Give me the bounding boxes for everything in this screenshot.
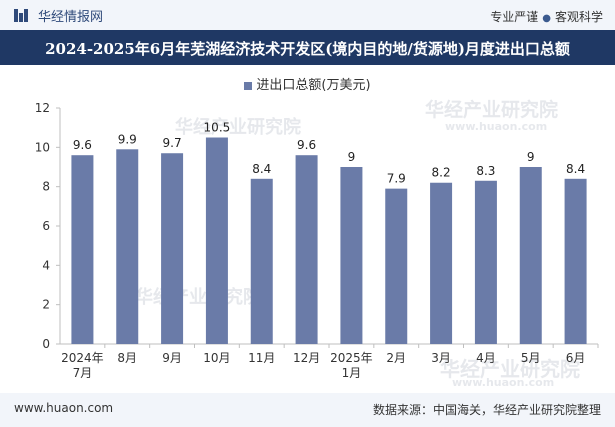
brand-logo-icon: [14, 9, 28, 22]
site-url: www.huaon.com: [14, 401, 114, 415]
data-label: 8.2: [432, 166, 451, 180]
data-label: 9.6: [73, 138, 92, 152]
x-tick-label: 9月: [162, 351, 182, 365]
x-tick-label: 7月: [73, 366, 93, 380]
watermark: 华经产业研究院: [425, 99, 559, 121]
title-bar: 2024-2025年6月年芜湖经济技术开发区(境内目的地/货源地)月度进出口总额: [0, 30, 615, 65]
watermark: 华经产业研究院: [440, 357, 580, 381]
y-tick-label: 10: [35, 140, 50, 154]
footer: www.huaon.com 数据来源：中国海关，华经产业研究院整理: [0, 393, 615, 427]
bar: [474, 180, 497, 344]
x-tick-label: 8月: [117, 351, 137, 365]
y-tick-label: 12: [35, 101, 50, 115]
x-tick-label: 11月: [248, 351, 275, 365]
slogan-tag: 客观科学: [554, 10, 603, 24]
y-tick-label: 6: [42, 219, 50, 233]
watermark-url: www.huaon.com: [445, 120, 548, 133]
brand-name: 华经情报网: [38, 10, 104, 25]
watermark: 华经产业研究院: [175, 117, 301, 138]
data-label: 10.5: [204, 121, 231, 135]
bar: [564, 178, 587, 344]
bar: [250, 178, 273, 344]
x-tick-label: 10月: [203, 351, 230, 365]
y-tick-label: 0: [42, 337, 50, 351]
y-tick-label: 8: [42, 180, 50, 194]
x-tick-label: 2024年: [61, 351, 104, 365]
bar: [71, 155, 94, 344]
bar: [161, 153, 184, 344]
bar: [205, 137, 228, 344]
legend-label: 进出口总额(万美元): [256, 78, 371, 93]
top-bar: 华经情报网 专业严谨 ● 客观科学: [0, 0, 615, 30]
data-label: 9: [527, 150, 535, 164]
y-tick-label: 4: [42, 258, 50, 272]
chart-title: 2024-2025年6月年芜湖经济技术开发区(境内目的地/货源地)月度进出口总额: [45, 40, 570, 58]
slogan-tag: 专业严谨: [490, 10, 539, 24]
watermark-url: www.huaon.com: [452, 376, 555, 389]
data-label: 9.6: [297, 138, 316, 152]
bar: [430, 182, 453, 344]
bar: [116, 149, 139, 344]
x-tick-label: 3月: [431, 351, 451, 365]
x-tick-label: 6月: [566, 351, 586, 365]
x-tick-label: 5月: [521, 351, 541, 365]
chart-legend: 进出口总额(万美元): [0, 74, 615, 93]
data-source: 数据来源：中国海关，华经产业研究院整理: [372, 403, 601, 417]
bar: [295, 155, 318, 344]
bar: [385, 188, 408, 344]
data-label: 9: [348, 150, 356, 164]
data-label: 8.4: [252, 162, 271, 176]
x-tick-label: 2月: [386, 351, 406, 365]
x-tick-label: 4月: [476, 351, 496, 365]
bar: [340, 167, 363, 344]
x-tick-label: 1月: [342, 366, 362, 380]
data-label: 8.4: [566, 162, 585, 176]
slogan: 专业严谨 ● 客观科学: [490, 8, 603, 25]
x-tick-label: 2025年: [330, 351, 373, 365]
x-tick-label: 12月: [293, 351, 320, 365]
data-label: 9.7: [163, 136, 182, 150]
data-label: 7.9: [387, 172, 406, 186]
data-label: 8.3: [476, 164, 495, 178]
legend-swatch: [244, 81, 253, 90]
y-tick-label: 2: [42, 298, 50, 312]
slogan-dot-icon: ●: [542, 13, 551, 24]
bar: [519, 167, 542, 344]
data-label: 9.9: [118, 132, 137, 146]
